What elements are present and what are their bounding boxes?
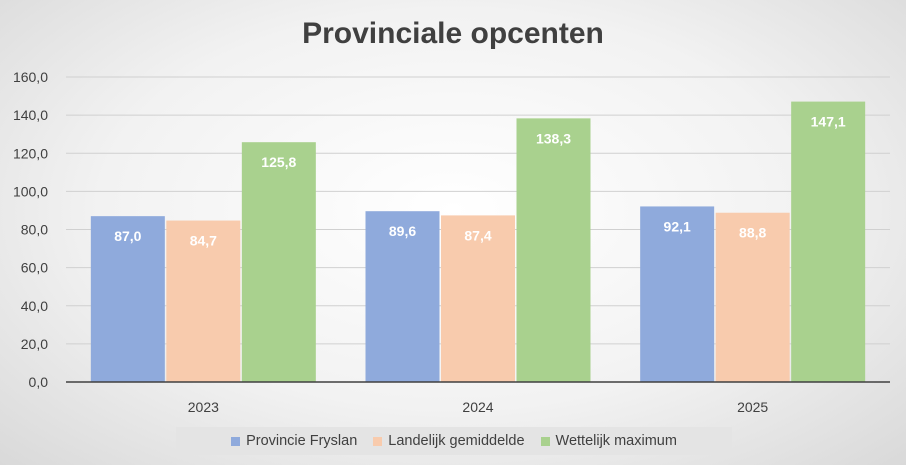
bar bbox=[90, 216, 165, 382]
y-tick-label: 120,0 bbox=[13, 145, 48, 161]
legend-item: Landelijk gemiddelde bbox=[373, 433, 525, 449]
legend-swatch bbox=[231, 436, 241, 446]
y-tick-label: 160,0 bbox=[13, 69, 48, 85]
legend-item: Provincie Fryslan bbox=[231, 433, 357, 449]
legend-item: Wettelijk maximum bbox=[540, 433, 677, 449]
bar bbox=[441, 215, 515, 382]
bar bbox=[791, 101, 866, 382]
legend-label: Wettelijk maximum bbox=[555, 433, 677, 449]
x-tick-label: 2025 bbox=[737, 399, 768, 415]
data-label: 147,1 bbox=[811, 114, 846, 130]
data-label: 87,0 bbox=[114, 228, 141, 244]
bar bbox=[166, 220, 241, 382]
y-axis-tick-labels: 0,0 20,0 40,0 60,0 80,0 100,0 120,0 140,0 160,0 bbox=[13, 69, 48, 390]
x-tick-label: 2024 bbox=[462, 399, 493, 415]
legend-label: Landelijk gemiddelde bbox=[388, 433, 525, 449]
chart-title: Provinciale opcenten bbox=[302, 17, 604, 50]
data-label: 88,8 bbox=[739, 225, 766, 241]
data-label: 89,6 bbox=[389, 223, 416, 239]
y-tick-label: 0,0 bbox=[29, 374, 49, 390]
bar bbox=[365, 211, 440, 382]
bar bbox=[640, 206, 715, 382]
x-axis-tick-labels: 2023 2024 2025 bbox=[188, 399, 769, 415]
y-tick-label: 100,0 bbox=[13, 183, 48, 199]
data-label: 125,8 bbox=[261, 154, 296, 170]
data-label: 138,3 bbox=[536, 130, 571, 146]
data-label: 84,7 bbox=[190, 233, 217, 249]
data-labels: 87,0 84,7 125,8 89,6 87,4 138,3 92,1 88,8 147,1 bbox=[114, 114, 846, 249]
x-tick-label: 2023 bbox=[188, 399, 219, 415]
legend-swatch bbox=[540, 436, 550, 446]
bar bbox=[241, 142, 316, 382]
data-label: 92,1 bbox=[664, 218, 691, 234]
data-label: 87,4 bbox=[464, 227, 491, 243]
legend-swatch bbox=[373, 436, 383, 446]
bars bbox=[90, 101, 866, 382]
y-tick-label: 40,0 bbox=[21, 298, 48, 314]
bar bbox=[715, 212, 790, 382]
y-tick-label: 20,0 bbox=[21, 336, 48, 352]
bar bbox=[516, 118, 591, 382]
legend-label: Provincie Fryslan bbox=[246, 433, 358, 449]
y-tick-label: 80,0 bbox=[21, 222, 48, 238]
y-tick-label: 140,0 bbox=[13, 107, 48, 123]
legend: Provincie Fryslan Landelijk gemiddelde Wet… bbox=[176, 427, 732, 455]
y-tick-label: 60,0 bbox=[21, 260, 48, 276]
